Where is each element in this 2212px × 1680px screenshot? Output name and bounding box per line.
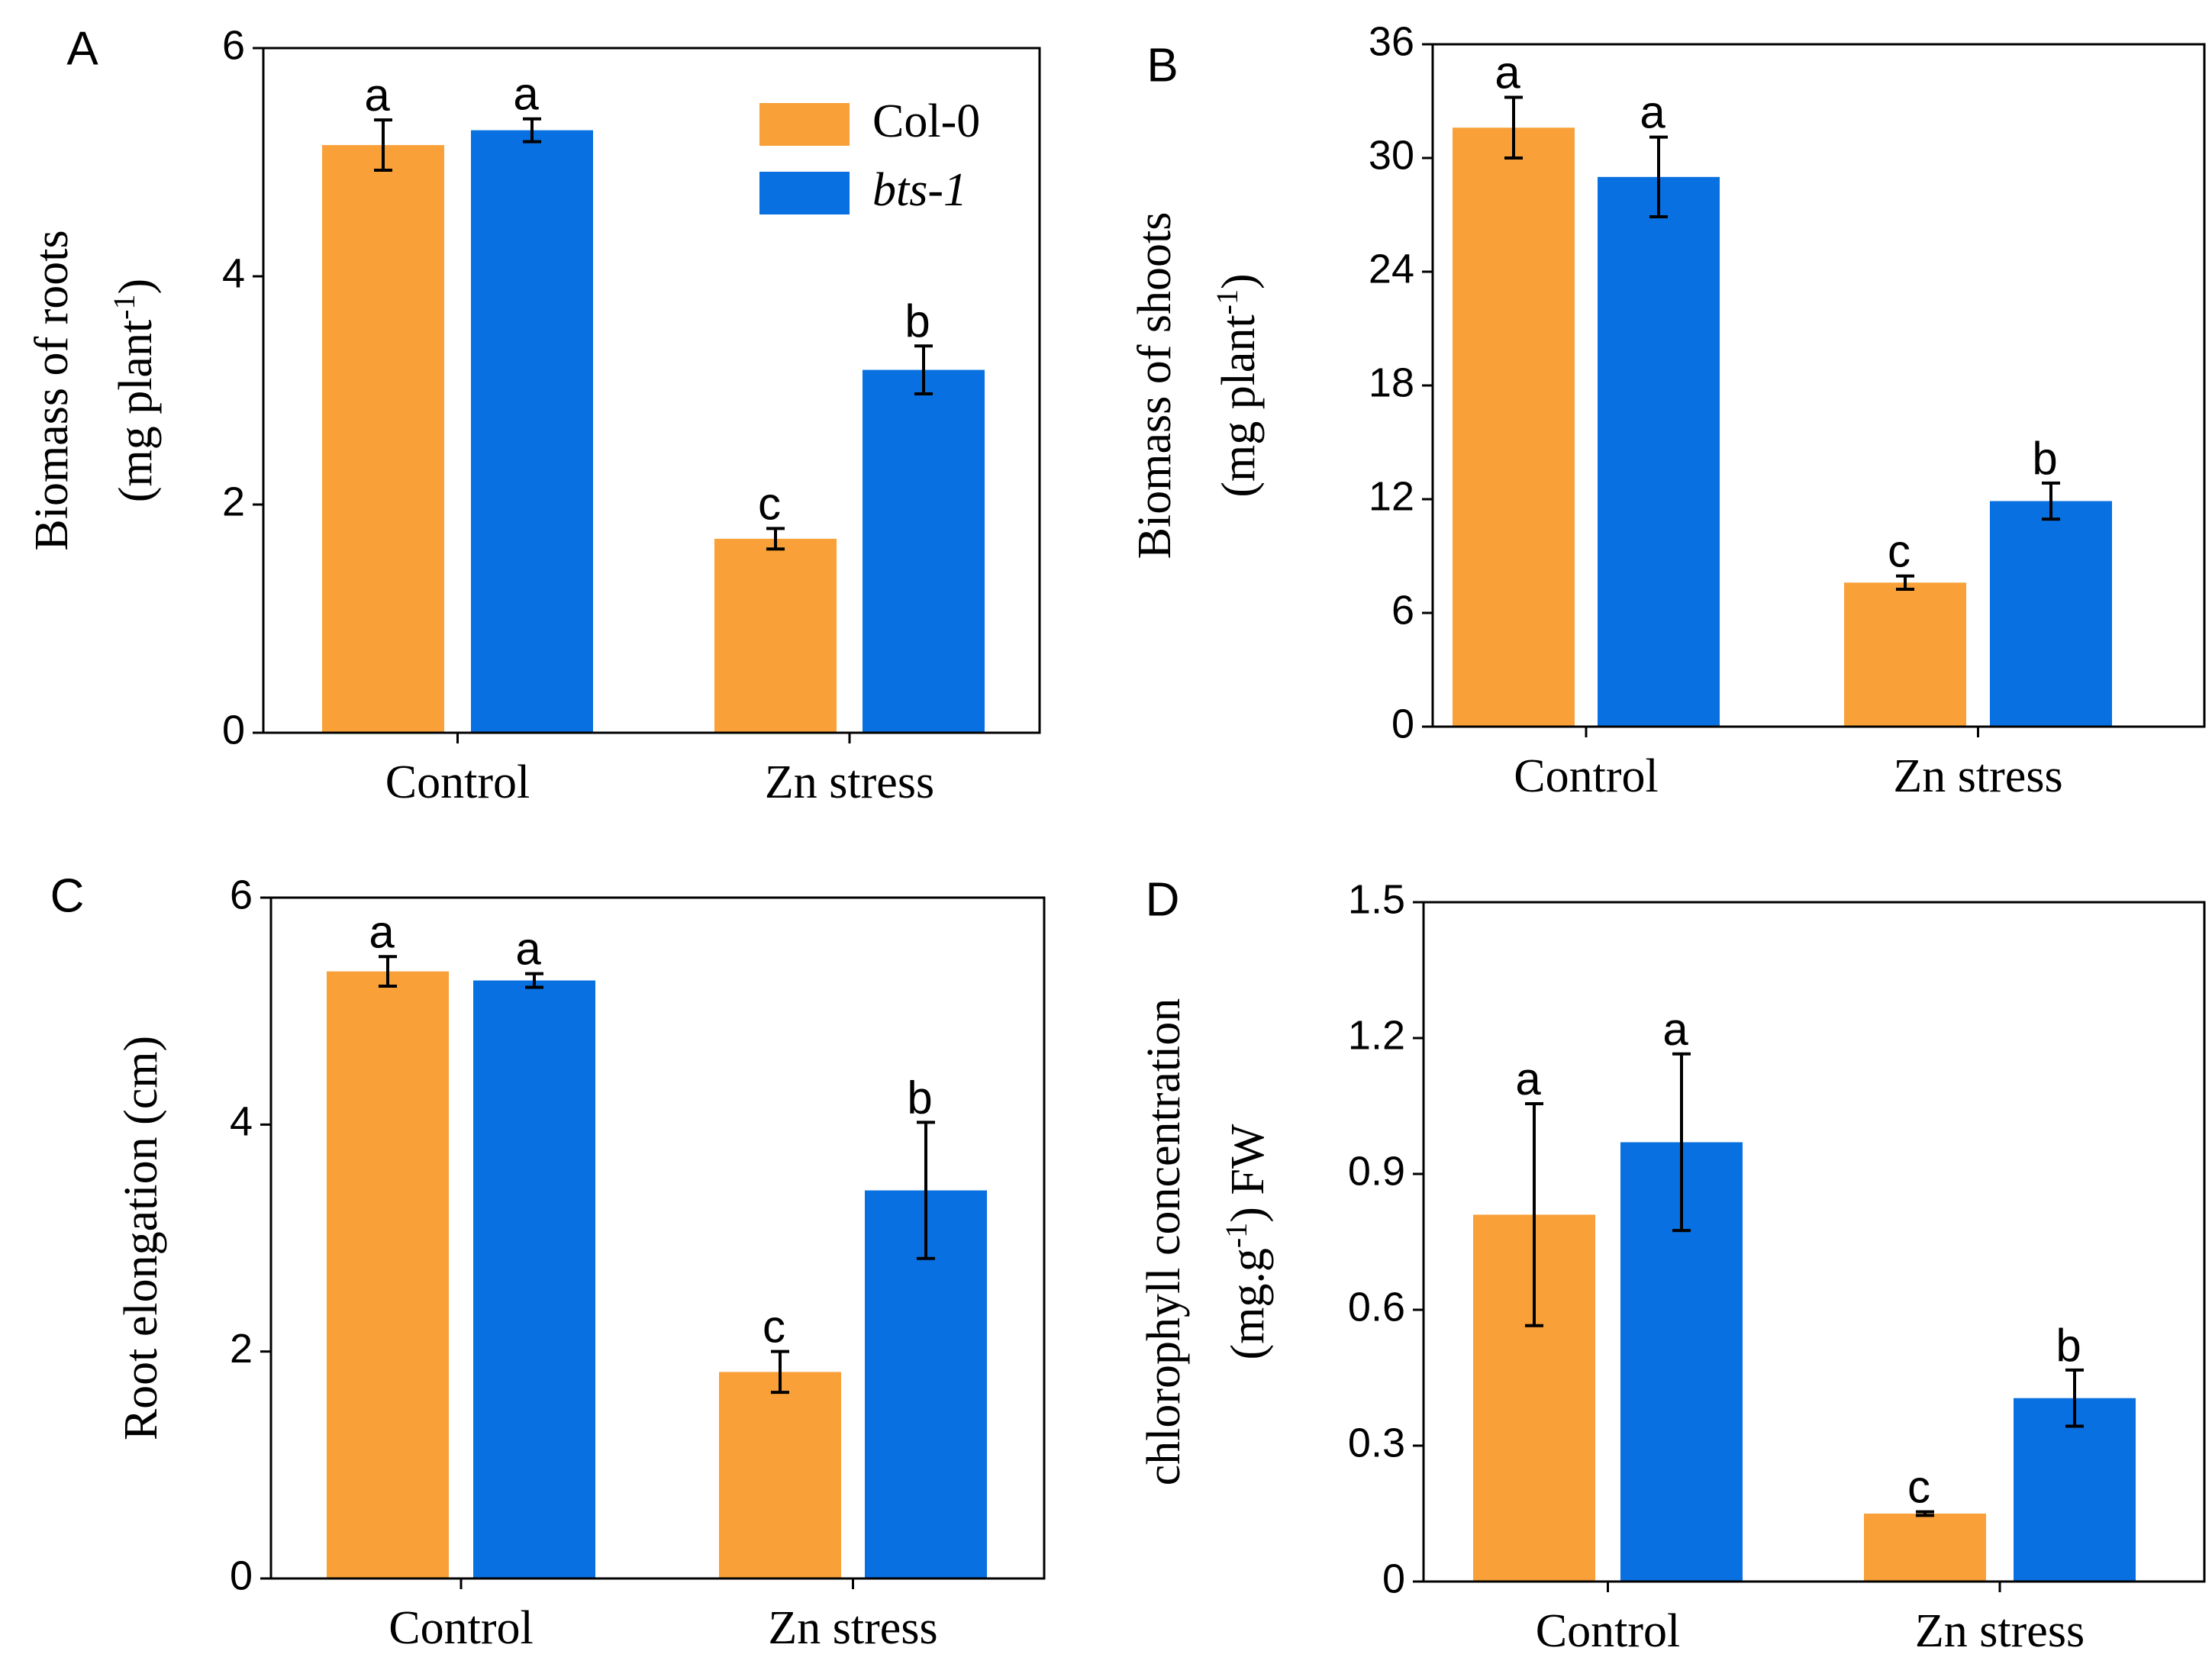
panel-letter: C: [50, 869, 85, 922]
y-tick-label: 2: [222, 479, 245, 524]
panel-c: Ca c a b 0 2 4 6 Control Zn stress Root elongation…: [50, 869, 1046, 1654]
y-tick-label: 2: [230, 1326, 253, 1372]
y-tick-label: 36: [1369, 18, 1414, 64]
unit-text: (mg.g: [1222, 1248, 1274, 1359]
y-tick-label: 6: [222, 22, 245, 68]
legend-label: bts-1: [872, 164, 967, 216]
unit-superscript: -1: [107, 294, 141, 319]
significance-letter: c: [1888, 526, 1911, 577]
y-axis-label: Biomass of shoots: [1129, 212, 1181, 559]
y-tick-label: 6: [230, 872, 253, 917]
legend-label: Col-0: [872, 95, 980, 147]
y-tick-label: 0.9: [1348, 1148, 1405, 1194]
x-tick-label: Zn stress: [765, 756, 934, 808]
bar-bts-1-0: [1598, 176, 1720, 727]
significance-letter: b: [2056, 1320, 2081, 1371]
y-tick-label: 24: [1369, 246, 1414, 292]
x-tick-label: Zn stress: [1893, 750, 2062, 802]
significance-letter: a: [1495, 47, 1520, 98]
x-tick-label: Control: [1536, 1605, 1680, 1657]
bar-col-0-0: [1453, 127, 1575, 727]
y-axis-unit-label: (mg plant-1): [1210, 273, 1266, 497]
panel-a: Aa c a b 0 2 4 6 Control Zn stress Biomass of root…: [26, 22, 1041, 808]
bar-col-0-0: [327, 971, 449, 1578]
significance-letter: a: [1640, 87, 1665, 138]
x-tick-label: Zn stress: [768, 1602, 937, 1654]
y-tick-label: 30: [1369, 132, 1414, 178]
unit-text-end: ) FW: [1222, 1124, 1274, 1223]
bar-bts-1-1: [2014, 1398, 2136, 1582]
bar-col-0-1: [1844, 582, 1966, 727]
legend: Col-0 bts-1: [759, 95, 980, 216]
y-axis-label: Biomass of roots: [26, 230, 78, 550]
axes-frame: [1422, 901, 2206, 1583]
unit-text-end: ): [1213, 273, 1265, 289]
y-tick-label: 4: [230, 1099, 253, 1145]
significance-letter: b: [907, 1072, 932, 1123]
panel-letter: B: [1146, 39, 1178, 92]
y-axis-unit-label: (mg plant-1): [107, 279, 163, 502]
significance-letter: a: [515, 924, 541, 975]
y-tick-label: 6: [1391, 587, 1414, 633]
y-tick-label: 0.3: [1348, 1420, 1405, 1466]
bar-bts-1-0: [473, 980, 595, 1578]
significance-letter: c: [763, 1301, 785, 1353]
significance-letter: a: [1662, 1004, 1688, 1055]
legend-swatch: [759, 172, 850, 214]
y-tick-label: 1.2: [1348, 1012, 1405, 1058]
significance-letter: a: [369, 906, 395, 957]
bar-bts-1-1: [863, 369, 985, 733]
y-axis-unit-label: (mg.g-1) FW: [1219, 1124, 1275, 1359]
bar-col-0-1: [714, 538, 837, 733]
significance-letter: b: [904, 295, 930, 347]
bar-col-0-0: [322, 145, 444, 733]
y-tick-label: 0: [1382, 1556, 1405, 1601]
significance-letter: a: [513, 69, 539, 120]
x-tick-label: Zn stress: [1915, 1605, 2085, 1657]
x-tick-label: Control: [1514, 750, 1658, 802]
y-tick-label: 0: [1391, 701, 1414, 746]
panel-letter: A: [66, 22, 98, 75]
unit-text: (mg plant: [110, 320, 162, 502]
y-tick-label: 1.5: [1348, 876, 1405, 922]
axes-frame: [269, 896, 1046, 1580]
bar-col-0-1: [1864, 1514, 1986, 1582]
unit-superscript: -1: [1210, 289, 1244, 314]
panel-letter: D: [1146, 873, 1180, 926]
y-tick-label: 18: [1369, 360, 1414, 405]
unit-superscript: -1: [1219, 1223, 1253, 1248]
y-tick-label: 0.6: [1348, 1284, 1405, 1330]
axes-frame: [262, 47, 1041, 734]
significance-letter: c: [758, 478, 781, 529]
significance-letter: b: [2032, 433, 2057, 484]
bar-col-0-1: [719, 1372, 841, 1578]
y-axis-label: chlorophyll concentration: [1138, 998, 1190, 1486]
significance-letter: a: [1515, 1053, 1541, 1104]
panel-d: Da c a b 0 0.3 0.6 0.9 1.2 1.5 Control Zn stress chl…: [1138, 873, 2206, 1657]
y-tick-label: 4: [222, 250, 245, 296]
unit-text-end: ): [110, 279, 162, 295]
unit-text: (mg plant: [1213, 314, 1265, 497]
y-tick-label: 0: [230, 1553, 253, 1598]
x-tick-label: Control: [389, 1602, 533, 1654]
significance-letter: a: [364, 69, 390, 121]
y-tick-label: 0: [222, 707, 245, 753]
y-axis-label: Root elongation (cm): [115, 1036, 167, 1440]
y-tick-label: 12: [1369, 473, 1414, 519]
significance-letter: c: [1907, 1462, 1930, 1513]
bar-bts-1-0: [471, 130, 593, 733]
x-tick-label: Control: [385, 756, 530, 808]
bar-bts-1-1: [1990, 501, 2112, 727]
legend-swatch: [759, 103, 850, 146]
